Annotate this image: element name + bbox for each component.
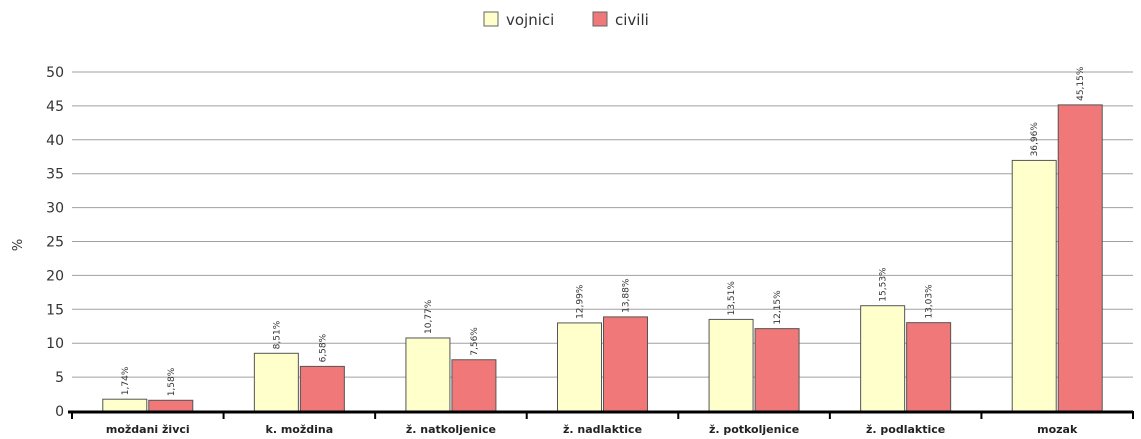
bar-civili <box>906 322 952 412</box>
bar-vojnici <box>860 305 906 412</box>
data-label: 1,74% <box>121 366 131 395</box>
data-label: 1,58% <box>167 367 177 396</box>
y-tick-label: 15 <box>46 302 64 318</box>
x-tick-label: ž. potkoljenice <box>709 423 799 436</box>
y-axis-label: % <box>11 239 26 251</box>
data-label: 13,03% <box>925 284 935 319</box>
y-tick-label: 50 <box>46 65 64 81</box>
x-tick-label: ž. natkoljenice <box>406 423 496 436</box>
data-label: 36,96% <box>1030 122 1040 157</box>
y-tick-label: 20 <box>46 268 64 284</box>
grid <box>72 71 1133 378</box>
bar-vojnici <box>708 318 754 412</box>
y-tick-label: 30 <box>46 201 64 217</box>
bar-civili <box>754 328 800 412</box>
legend-swatch-vojnici <box>483 11 499 27</box>
bar-civili <box>603 316 648 412</box>
bar-vojnici <box>102 398 148 412</box>
bar-vojnici <box>253 352 299 412</box>
data-label: 8,51% <box>272 320 282 349</box>
x-tick-label: moždani živci <box>106 423 190 436</box>
data-labels: 1,74% 1,58% 8,51% 6,58% 10,77% 7,56% 12,99% 13,… <box>121 66 1086 396</box>
y-tick-label: 35 <box>46 167 64 183</box>
bar-civili <box>299 365 345 412</box>
bar-vojnici <box>405 337 451 412</box>
bar-vojnici <box>557 322 602 412</box>
bar-civili <box>1057 104 1103 412</box>
data-label: 45,15% <box>1076 66 1086 101</box>
y-tick-label: 40 <box>46 133 64 149</box>
legend-swatch-civili <box>592 11 608 27</box>
y-tick-label: 10 <box>46 336 64 352</box>
x-tick-label: mozak <box>1037 423 1078 436</box>
data-label: 13,88% <box>622 278 632 313</box>
x-tick-label: k. moždina <box>266 423 334 436</box>
data-label: 12,99% <box>576 284 586 319</box>
x-tick-label: ž. nadlaktice <box>563 423 642 436</box>
data-label: 12,15% <box>773 290 783 325</box>
y-tick-label: 0 <box>55 404 64 420</box>
legend-label-vojnici: vojnici <box>506 11 554 29</box>
bar-civili <box>451 359 497 412</box>
data-label: 7,56% <box>470 327 480 356</box>
legend: vojnici civili <box>483 11 649 29</box>
data-label: 13,51% <box>727 281 737 316</box>
data-label: 6,58% <box>318 333 328 362</box>
data-label: 15,53% <box>879 267 889 302</box>
y-tick-label: 5 <box>55 370 64 386</box>
y-tick-label: 25 <box>46 235 64 251</box>
y-axis-ticks: 0 5 10 15 20 25 30 35 40 45 50 <box>46 65 64 420</box>
bar-civili <box>148 399 194 412</box>
x-axis: moždani živci k. moždina ž. natkoljenice ž.… <box>68 410 1134 436</box>
data-label: 10,77% <box>424 299 434 334</box>
x-tick-label: ž. podlaktice <box>866 423 945 436</box>
legend-label-civili: civili <box>615 11 649 29</box>
y-tick-label: 45 <box>46 99 64 115</box>
bar-vojnici <box>1011 159 1057 412</box>
bars <box>102 104 1103 412</box>
